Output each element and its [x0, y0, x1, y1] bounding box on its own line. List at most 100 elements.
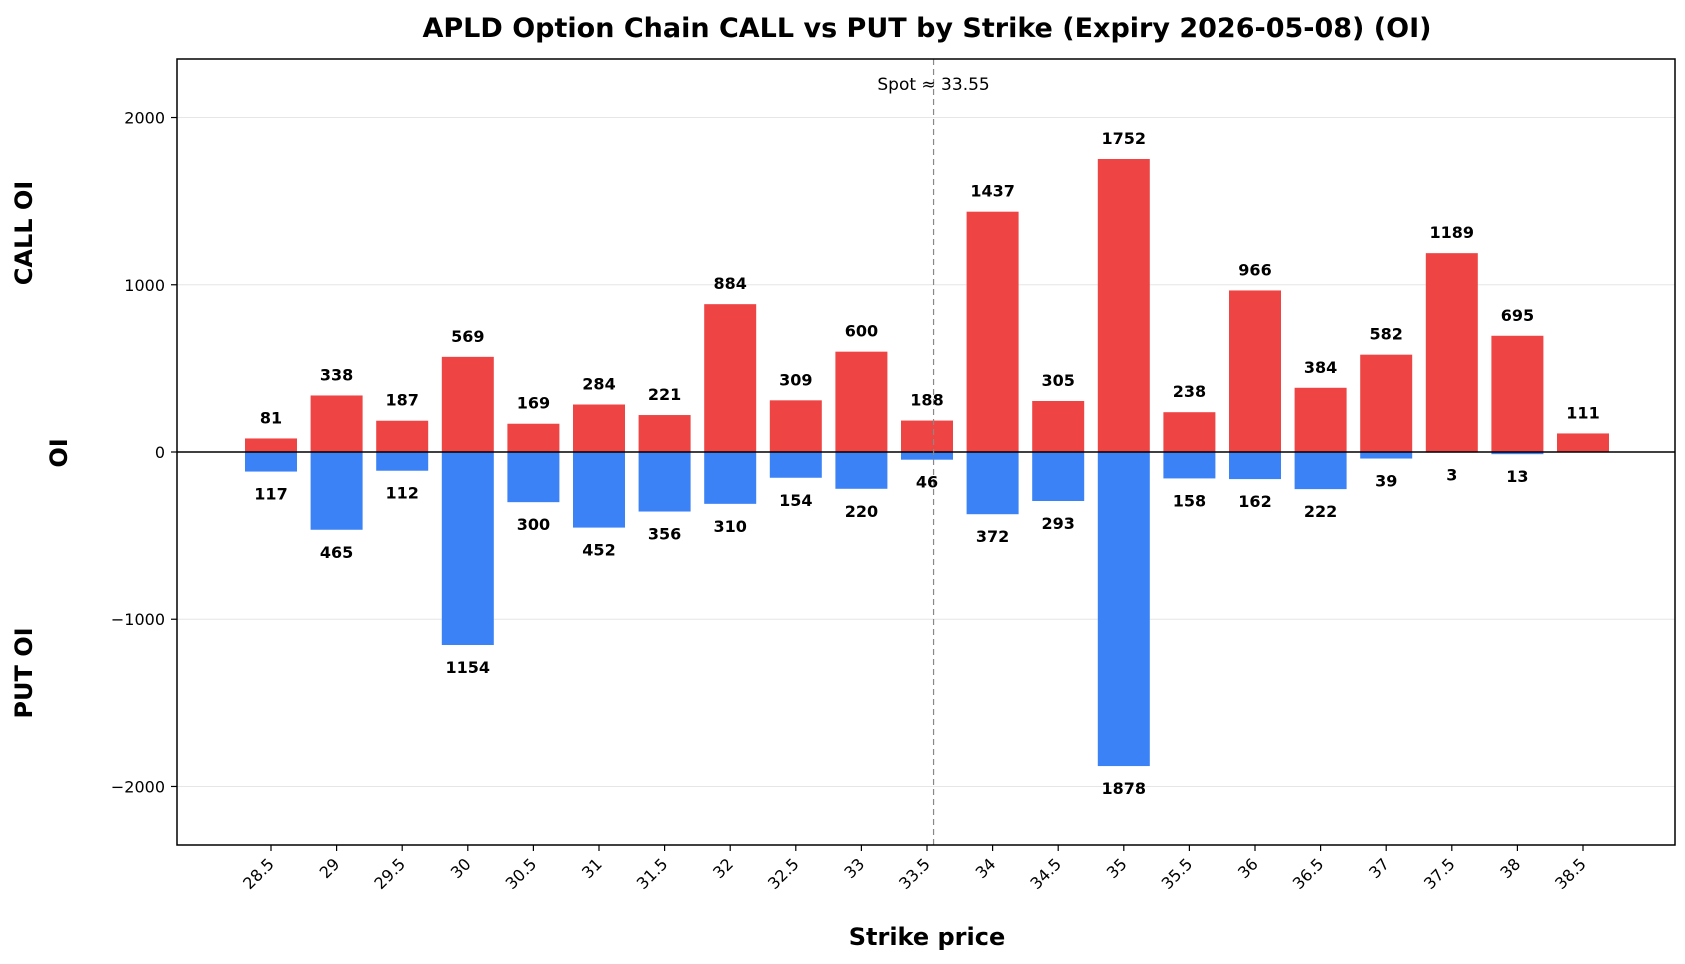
- call-value-label: 1752: [1102, 129, 1147, 148]
- call-bar: [573, 404, 625, 452]
- x-tick-label: 28.5: [239, 854, 278, 893]
- x-tick-label: 31: [578, 854, 606, 882]
- put-bar: [441, 452, 494, 645]
- call-value-label: 966: [1238, 260, 1271, 279]
- call-value-label: 384: [1304, 358, 1337, 377]
- y-axis-label-put: PUT OI: [10, 627, 38, 718]
- x-tick-label: 30.5: [502, 854, 541, 893]
- x-tick-label: 38: [1496, 854, 1524, 882]
- x-tick-label: 36: [1234, 854, 1262, 882]
- put-value-label: 293: [1041, 514, 1074, 533]
- call-bar: [1229, 290, 1281, 452]
- x-tick-label: 35: [1103, 854, 1131, 882]
- call-bar: [376, 420, 429, 452]
- call-bar: [441, 356, 494, 452]
- x-tick-label: 37: [1365, 854, 1393, 882]
- call-bar: [704, 304, 757, 452]
- put-bar: [1294, 452, 1347, 490]
- call-value-label: 569: [451, 327, 484, 346]
- call-bar: [1491, 335, 1544, 452]
- x-tick-label: 36.5: [1289, 854, 1328, 893]
- put-value-label: 117: [254, 485, 287, 504]
- y-axis-label-call: CALL OI: [10, 181, 38, 285]
- put-bar: [1360, 452, 1413, 459]
- put-bar: [901, 452, 953, 460]
- y-tick-label: 2000: [124, 109, 165, 128]
- put-bar: [310, 452, 363, 530]
- x-tick-label: 38.5: [1551, 854, 1590, 893]
- call-bar: [835, 351, 888, 452]
- x-tick-label: 34.5: [1026, 854, 1065, 893]
- call-bar: [1294, 387, 1347, 452]
- y-tick-label: 1000: [124, 276, 165, 295]
- spot-label: Spot ≈ 33.55: [877, 75, 989, 95]
- call-value-label: 238: [1173, 382, 1206, 401]
- put-bar: [835, 452, 888, 489]
- call-bar: [1360, 354, 1413, 452]
- call-bar: [245, 438, 297, 452]
- put-value-label: 154: [779, 491, 812, 510]
- x-tick-label: 31.5: [633, 854, 672, 893]
- put-value-label: 162: [1238, 492, 1271, 511]
- put-value-label: 46: [916, 473, 938, 492]
- put-value-label: 356: [648, 525, 681, 544]
- put-bar: [1229, 452, 1281, 480]
- call-value-label: 187: [385, 391, 418, 410]
- call-bar: [1425, 253, 1478, 452]
- call-bar: [507, 423, 560, 452]
- call-value-label: 582: [1369, 325, 1402, 344]
- x-tick-label: 32: [709, 854, 737, 882]
- y-tick-label: −2000: [111, 777, 165, 796]
- x-tick-label: 33.5: [895, 854, 934, 893]
- put-value-label: 1154: [446, 658, 491, 677]
- call-value-label: 338: [320, 365, 353, 384]
- put-value-label: 372: [976, 527, 1009, 546]
- put-bar: [245, 452, 297, 472]
- y-axis-label: OI: [45, 438, 73, 467]
- put-value-label: 112: [385, 484, 418, 503]
- call-bar: [1557, 433, 1609, 452]
- call-bar: [966, 211, 1019, 452]
- call-value-label: 221: [648, 385, 681, 404]
- call-bar: [1097, 159, 1150, 452]
- x-tick-label: 33: [840, 854, 868, 882]
- put-value-label: 39: [1375, 472, 1397, 491]
- put-value-label: 310: [713, 517, 746, 536]
- x-axis-label: Strike price: [849, 923, 1006, 951]
- call-bar: [1032, 400, 1085, 452]
- call-value-label: 600: [845, 322, 878, 341]
- call-bar: [901, 420, 953, 452]
- x-tick-label: 34: [972, 854, 1000, 882]
- x-tick-label: 29.5: [370, 854, 409, 893]
- call-value-label: 169: [517, 394, 550, 413]
- call-value-label: 309: [779, 370, 812, 389]
- plot-area: Spot ≈ 33.558111733846518711256911541693…: [111, 58, 1676, 893]
- call-value-label: 188: [910, 391, 943, 410]
- put-bar: [1163, 452, 1216, 479]
- call-value-label: 1189: [1430, 223, 1475, 242]
- x-tick-label: 37.5: [1420, 854, 1459, 893]
- put-bar: [573, 452, 625, 528]
- put-bar: [376, 452, 429, 471]
- x-tick-label: 32.5: [764, 854, 803, 893]
- call-value-label: 305: [1041, 371, 1074, 390]
- call-value-label: 695: [1501, 306, 1534, 325]
- call-bar: [310, 395, 363, 452]
- put-bar: [1097, 452, 1150, 767]
- call-value-label: 1437: [970, 182, 1015, 201]
- x-tick-label: 29: [316, 854, 344, 882]
- put-value-label: 3: [1446, 466, 1457, 485]
- put-value-label: 300: [517, 515, 550, 534]
- put-value-label: 452: [582, 541, 615, 560]
- put-value-label: 220: [845, 502, 878, 521]
- put-value-label: 465: [320, 543, 353, 562]
- x-tick-label: 30: [447, 854, 475, 882]
- put-value-label: 222: [1304, 502, 1337, 521]
- x-tick-label: 35.5: [1158, 854, 1197, 893]
- put-bar: [1032, 452, 1085, 501]
- call-bar: [1163, 412, 1216, 452]
- put-bar: [966, 452, 1019, 515]
- chart-title: APLD Option Chain CALL vs PUT by Strike …: [423, 13, 1432, 44]
- call-value-label: 81: [260, 408, 282, 427]
